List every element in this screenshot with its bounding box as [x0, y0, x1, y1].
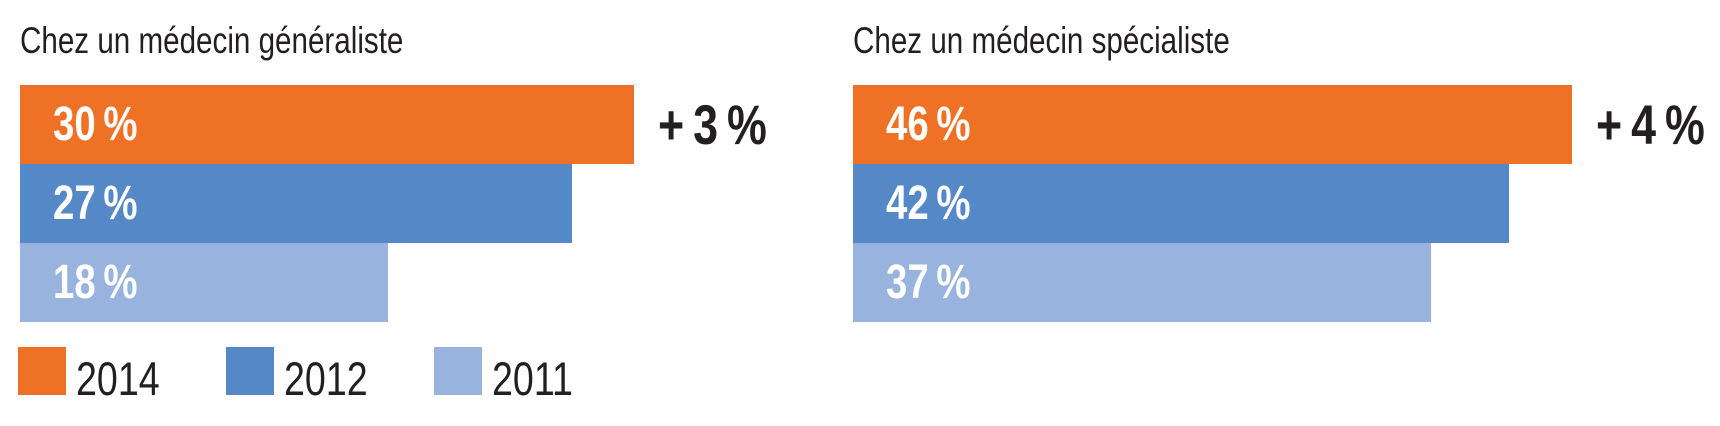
bar-2012: 27 % [20, 164, 572, 243]
legend-swatch-2012 [226, 347, 274, 395]
bar-value-label: 37 % [886, 255, 971, 309]
legend-item-2012: 2012 [226, 347, 434, 402]
legend-swatch-2014 [18, 347, 66, 395]
bar-row: 18 % [20, 243, 794, 322]
increase-annotation: + 3 % [658, 92, 767, 156]
bar-value-label: 42 % [886, 176, 971, 230]
bar-value-label: 30 % [53, 97, 138, 151]
bar-value-label: 18 % [53, 255, 138, 309]
bar-2011: 37 % [853, 243, 1431, 322]
bar-2012: 42 % [853, 164, 1509, 243]
bar-row: 27 % [20, 164, 794, 243]
legend-label: 2011 [492, 352, 573, 405]
bar-value-label: 27 % [53, 176, 138, 230]
chart-title: Chez un médecin généraliste [20, 20, 404, 61]
legend: 2014 2012 2011 [18, 347, 642, 402]
legend-label: 2012 [284, 352, 368, 405]
bar-value-label: 46 % [886, 97, 971, 151]
increase-annotation: + 4 % [1596, 92, 1705, 156]
legend-label: 2014 [76, 352, 160, 405]
legend-swatch-2011 [434, 347, 482, 395]
legend-item-2011: 2011 [434, 347, 642, 402]
legend-item-2014: 2014 [18, 347, 226, 402]
bar-row: 30 % + 3 % [20, 85, 794, 164]
bar-row: 46 % + 4 % [853, 85, 1720, 164]
bar-row: 37 % [853, 243, 1720, 322]
chart-title: Chez un médecin spécialiste [853, 20, 1230, 61]
bar-2014: 46 % [853, 85, 1572, 164]
bar-2014: 30 % [20, 85, 634, 164]
bar-row: 42 % [853, 164, 1720, 243]
bar-2011: 18 % [20, 243, 388, 322]
bar-group: 46 % + 4 % 42 % 37 % [853, 85, 1720, 322]
bar-group: 30 % + 3 % 27 % 18 % [20, 85, 794, 322]
